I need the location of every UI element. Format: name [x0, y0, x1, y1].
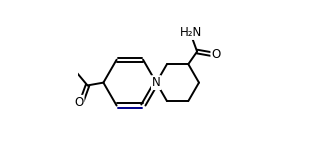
Text: H₂N: H₂N — [180, 26, 202, 39]
Text: O: O — [74, 96, 83, 109]
Text: O: O — [211, 48, 221, 61]
Text: N: N — [152, 76, 161, 89]
